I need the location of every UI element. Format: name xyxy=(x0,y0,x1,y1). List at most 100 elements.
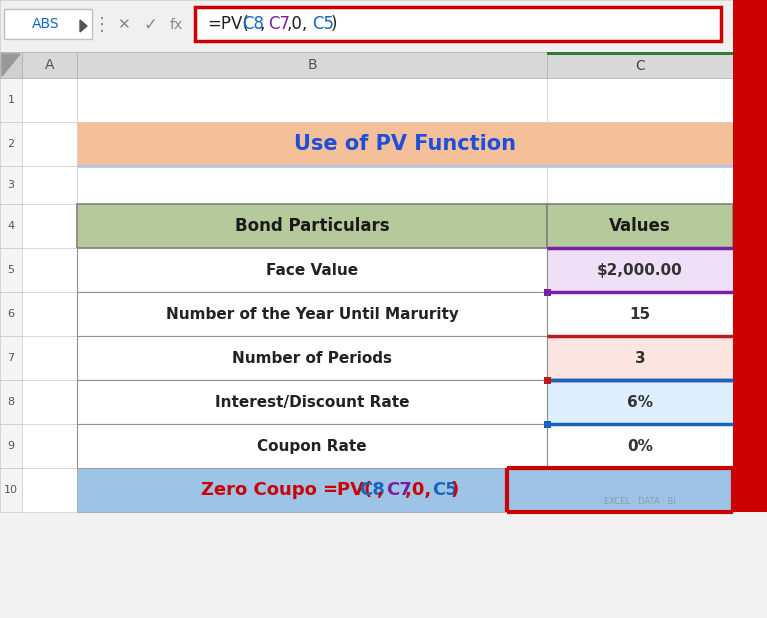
Text: Interest/Discount Rate: Interest/Discount Rate xyxy=(215,394,410,410)
Bar xyxy=(0,78,22,122)
Bar xyxy=(77,78,547,122)
Bar xyxy=(547,204,733,248)
Text: ,0,: ,0, xyxy=(405,481,431,499)
Polygon shape xyxy=(80,20,87,32)
Bar xyxy=(547,52,733,55)
Text: 6: 6 xyxy=(8,309,15,319)
Text: 15: 15 xyxy=(630,307,650,321)
Polygon shape xyxy=(2,54,20,76)
Text: ,0,: ,0, xyxy=(286,15,308,33)
Text: ): ) xyxy=(451,481,459,499)
Text: Bond Particulars: Bond Particulars xyxy=(235,217,390,235)
Bar xyxy=(544,420,551,428)
Bar xyxy=(22,336,77,380)
Text: C8: C8 xyxy=(242,15,264,33)
Bar xyxy=(22,78,77,122)
Bar xyxy=(547,424,733,468)
Text: 7: 7 xyxy=(8,353,15,363)
Bar xyxy=(547,248,733,292)
Bar xyxy=(0,166,22,204)
Text: Coupon Rate: Coupon Rate xyxy=(257,439,367,454)
Text: ✕: ✕ xyxy=(117,17,130,33)
Bar xyxy=(547,52,733,78)
Bar xyxy=(22,204,77,248)
Text: ,: , xyxy=(260,15,265,33)
Bar xyxy=(22,122,77,166)
Bar xyxy=(0,380,22,424)
Bar xyxy=(22,248,77,292)
Bar xyxy=(0,468,22,512)
Bar xyxy=(77,336,547,380)
Text: C7: C7 xyxy=(387,481,412,499)
Text: $2,000.00: $2,000.00 xyxy=(597,263,683,277)
Text: 1: 1 xyxy=(8,95,15,105)
Bar xyxy=(544,376,551,384)
Text: C: C xyxy=(635,59,645,73)
Bar xyxy=(544,289,551,295)
Bar xyxy=(77,248,547,292)
Text: 0%: 0% xyxy=(627,439,653,454)
Bar xyxy=(77,292,547,336)
Bar xyxy=(547,380,733,424)
Bar xyxy=(547,78,733,122)
Bar xyxy=(195,7,721,41)
Text: Zero Coupo: Zero Coupo xyxy=(201,481,317,499)
Bar xyxy=(22,468,77,512)
Bar xyxy=(22,52,77,78)
Text: A: A xyxy=(44,58,54,72)
Text: B: B xyxy=(308,58,317,72)
Text: 4: 4 xyxy=(8,221,15,231)
Bar xyxy=(0,52,22,78)
Bar xyxy=(0,248,22,292)
Text: Values: Values xyxy=(609,217,671,235)
Text: C5: C5 xyxy=(433,481,458,499)
Text: Use of PV Function: Use of PV Function xyxy=(294,134,516,154)
Bar xyxy=(547,336,733,380)
Text: ⋮: ⋮ xyxy=(93,16,111,34)
Text: C7: C7 xyxy=(268,15,291,33)
Bar xyxy=(77,204,547,248)
Bar xyxy=(77,52,547,78)
Text: 5: 5 xyxy=(8,265,15,275)
Bar xyxy=(0,122,22,166)
Bar xyxy=(77,122,733,166)
Text: =PV(: =PV( xyxy=(322,481,372,499)
Text: 8: 8 xyxy=(8,397,15,407)
Bar xyxy=(0,52,767,78)
Bar xyxy=(77,166,547,204)
Bar xyxy=(22,380,77,424)
Text: 9: 9 xyxy=(8,441,15,451)
Text: =PV(: =PV( xyxy=(207,15,249,33)
Text: 6%: 6% xyxy=(627,394,653,410)
Bar xyxy=(22,424,77,468)
Text: EXCEL · DATA · BI: EXCEL · DATA · BI xyxy=(604,496,676,506)
Text: 10: 10 xyxy=(4,485,18,495)
Bar xyxy=(77,424,547,468)
Bar xyxy=(0,0,767,52)
Text: fx: fx xyxy=(170,18,183,32)
Text: Face Value: Face Value xyxy=(266,263,358,277)
Text: 3: 3 xyxy=(8,180,15,190)
Bar xyxy=(77,468,733,512)
Bar xyxy=(0,292,22,336)
Bar xyxy=(22,166,77,204)
Text: 2: 2 xyxy=(8,139,15,149)
Bar xyxy=(4,9,92,39)
Bar xyxy=(547,166,733,204)
Bar xyxy=(77,380,547,424)
Text: C8: C8 xyxy=(359,481,385,499)
Text: Number of Periods: Number of Periods xyxy=(232,350,392,365)
Bar xyxy=(0,204,22,248)
Text: 3: 3 xyxy=(634,350,645,365)
Text: ): ) xyxy=(331,15,337,33)
Text: Number of the Year Until Marurity: Number of the Year Until Marurity xyxy=(166,307,459,321)
Bar xyxy=(547,292,733,336)
Text: ,: , xyxy=(377,481,384,499)
Text: C5: C5 xyxy=(313,15,334,33)
Text: ✓: ✓ xyxy=(143,16,157,34)
Bar xyxy=(0,424,22,468)
Bar xyxy=(733,0,767,512)
Bar xyxy=(22,292,77,336)
Bar xyxy=(0,336,22,380)
Text: ABS: ABS xyxy=(32,17,60,31)
